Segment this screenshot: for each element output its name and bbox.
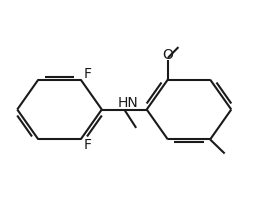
- Text: F: F: [83, 67, 91, 81]
- Text: O: O: [162, 48, 173, 62]
- Text: F: F: [83, 138, 91, 152]
- Text: HN: HN: [118, 96, 139, 110]
